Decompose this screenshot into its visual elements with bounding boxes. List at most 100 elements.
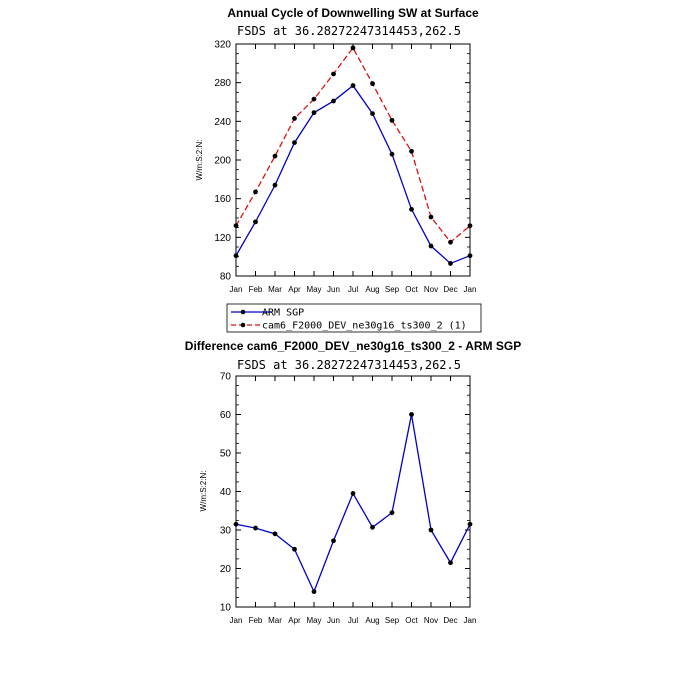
data-point-1	[272, 153, 278, 159]
data-point-0	[253, 219, 258, 225]
data-point-1	[233, 223, 239, 229]
x-tick-label: Apr	[288, 285, 301, 294]
data-point-0	[409, 206, 414, 212]
data-point-1	[409, 148, 414, 154]
data-point-0	[233, 521, 239, 527]
data-point-0	[389, 510, 395, 516]
x-tick-label: Jan	[464, 285, 477, 294]
x-axis: Jan Feb Mar Apr May Jun Jul Aug Sep Oct Nov Dec Jan	[230, 376, 477, 625]
data-point-0	[292, 140, 297, 146]
x-tick-label: Aug	[365, 285, 379, 294]
y-tick-label: 240	[214, 117, 231, 128]
legend-box	[226, 303, 482, 333]
x-tick-label: Feb	[249, 616, 263, 625]
data-point-0	[350, 491, 356, 496]
x-tick-label: Aug	[365, 616, 379, 625]
y-tick-label: 70	[220, 372, 232, 383]
data-point-0	[311, 110, 317, 116]
x-tick-label: Nov	[424, 285, 438, 294]
data-point-0	[467, 253, 473, 259]
x-tick-label: Jan	[230, 616, 243, 625]
data-point-0	[331, 98, 336, 104]
plot-frame	[235, 43, 471, 277]
x-tick-label: Mar	[268, 616, 282, 625]
data-point-1	[292, 116, 297, 121]
x-tick-label: May	[306, 285, 321, 294]
y-tick-label: 60	[220, 410, 232, 421]
data-point-1	[311, 96, 317, 102]
data-point-0	[428, 527, 434, 533]
data-point-0	[350, 83, 356, 88]
series-line-0	[235, 414, 471, 594]
data-point-0	[448, 560, 453, 566]
chart-subtitle: FSDS at 36.28272247314453,262.5	[237, 24, 461, 38]
y-tick-label: 30	[220, 526, 232, 537]
data-point-1	[428, 214, 434, 220]
data-point-1	[370, 81, 375, 87]
legend-label-arm-sgp: ARM SGP	[262, 308, 304, 319]
legend-marker-arm-sgp	[240, 309, 246, 315]
series-group	[233, 45, 473, 266]
x-tick-label: Jul	[348, 285, 358, 294]
data-point-1	[331, 71, 336, 77]
x-tick-label: Feb	[249, 285, 263, 294]
data-point-0	[253, 525, 258, 531]
data-point-0	[467, 521, 473, 527]
x-tick-label: Jun	[327, 285, 340, 294]
y-axis: 10 20 30 40 50 60 70	[220, 372, 470, 614]
data-point-1	[448, 239, 453, 245]
x-tick-label: Dec	[443, 285, 457, 294]
data-point-0	[272, 531, 278, 537]
y-tick-label: 120	[214, 233, 231, 244]
data-point-0	[272, 182, 278, 188]
data-point-0	[311, 589, 317, 594]
y-tick-label: 50	[220, 449, 232, 460]
series-line-0	[235, 84, 471, 265]
data-point-1	[467, 223, 473, 229]
x-tick-label: Oct	[405, 616, 418, 625]
y-tick-label: 40	[220, 487, 232, 498]
data-point-0	[331, 538, 336, 544]
x-tick-label: Jul	[348, 616, 358, 625]
y-tick-label: 200	[214, 156, 231, 167]
data-point-0	[389, 151, 395, 157]
legend: ARM SGP cam6_F2000_DEV_ne30g16_ts300_2 (…	[226, 303, 482, 333]
chart-title: Difference cam6_F2000_DEV_ne30g16_ts300_…	[185, 339, 521, 353]
x-tick-label: Jan	[230, 285, 243, 294]
difference-chart: Difference cam6_F2000_DEV_ne30g16_ts300_…	[185, 339, 521, 625]
legend-label-cam6: cam6_F2000_DEV_ne30g16_ts300_2 (1)	[262, 321, 467, 332]
x-tick-label: May	[306, 616, 321, 625]
chart-title: Annual Cycle of Downwelling SW at Surfac…	[227, 6, 479, 20]
series-line-1	[235, 46, 471, 244]
legend-marker-cam6	[240, 322, 246, 328]
x-tick-label: Sep	[385, 616, 400, 625]
x-tick-label: Jun	[327, 616, 340, 625]
data-point-0	[233, 253, 239, 259]
x-axis: Jan Feb Mar Apr May Jun Jul Aug Sep Oct Nov Dec Jan	[230, 44, 477, 294]
x-tick-label: Sep	[385, 285, 400, 294]
data-point-1	[389, 117, 395, 123]
y-axis-label: W/m:S:2:N:	[195, 140, 204, 181]
y-tick-label: 160	[214, 194, 231, 205]
data-point-1	[350, 45, 356, 51]
data-point-0	[448, 261, 453, 266]
x-tick-label: Nov	[424, 616, 438, 625]
y-tick-label: 320	[214, 40, 231, 51]
y-tick-label: 20	[220, 564, 232, 575]
x-tick-label: Oct	[405, 285, 418, 294]
x-tick-label: Apr	[288, 616, 301, 625]
data-point-0	[370, 524, 375, 530]
y-tick-label: 280	[214, 78, 231, 89]
y-tick-label: 10	[220, 603, 232, 614]
chart-subtitle: FSDS at 36.28272247314453,262.5	[237, 358, 461, 372]
y-tick-label: 80	[220, 272, 232, 283]
data-point-1	[253, 189, 258, 195]
x-tick-label: Jan	[464, 616, 477, 625]
data-point-0	[428, 243, 434, 249]
data-point-0	[409, 412, 414, 417]
data-point-0	[370, 111, 375, 116]
annual-cycle-chart: Annual Cycle of Downwelling SW at Surfac…	[195, 6, 479, 294]
x-tick-label: Dec	[443, 616, 457, 625]
data-point-0	[292, 546, 297, 552]
